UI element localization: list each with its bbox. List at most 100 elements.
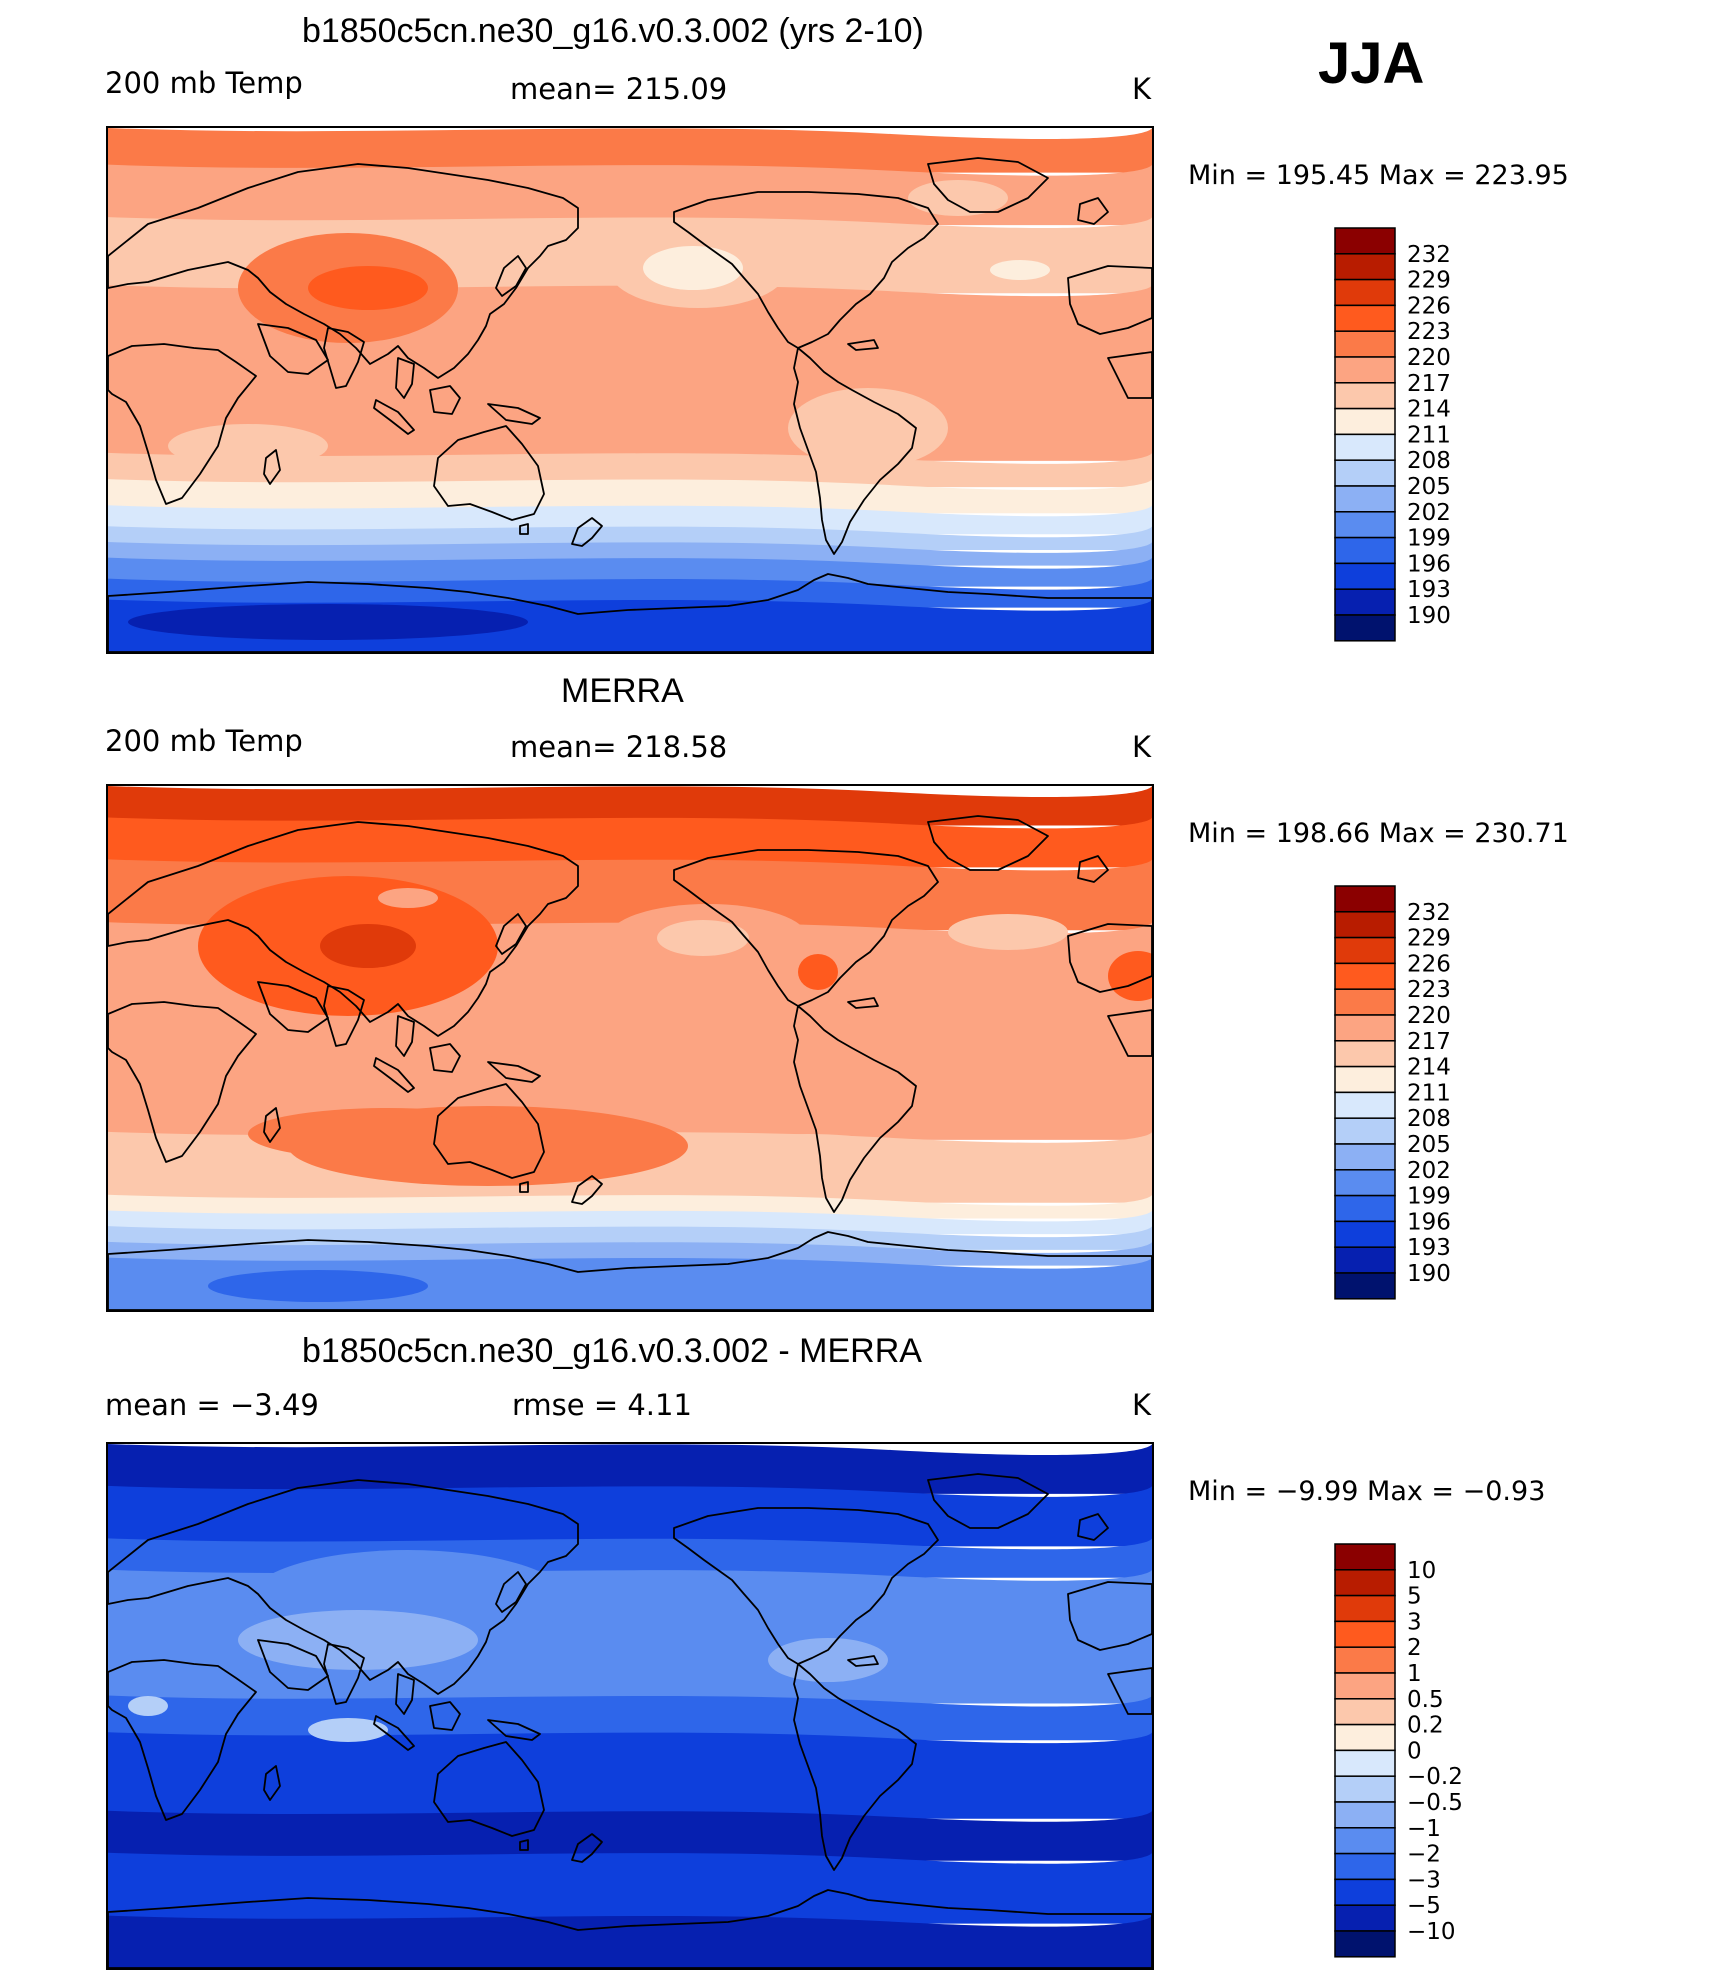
coastline [487,1061,541,1083]
colorbar-swatch [1334,1723,1396,1752]
colorbar-swatch [1334,1672,1396,1700]
colorbar-label: −10 [1407,1919,1456,1945]
colorbar-label: 226 [1407,293,1451,319]
coastline [793,347,917,555]
panel2-variable-label: 200 mb Temp [105,724,303,758]
colorbar-swatch [1334,1246,1396,1274]
panel2-map [106,784,1154,1312]
colorbar-swatch [1334,536,1396,565]
coastline [519,1839,529,1851]
contour-band [108,1485,1152,1547]
colorbar-swatch [1334,1904,1396,1932]
colorbar-swatch [1334,227,1396,255]
contour-region [948,914,1068,950]
coastline [429,1043,461,1073]
coastline [108,1889,1152,1968]
contour-region [708,1134,908,1174]
contour-region [908,180,1008,216]
coastline [1067,1581,1152,1651]
colorbar-swatch [1334,1014,1396,1042]
colorbar-label: 223 [1407,977,1451,1003]
colorbar-swatch [1334,962,1396,990]
colorbar-label: −5 [1407,1893,1441,1919]
panel3-title: b1850c5cn.ne30_g16.v0.3.002 - MERRA [302,1332,922,1370]
contour-band [108,1210,1152,1235]
colorbar-swatch [1334,1930,1396,1958]
contour-region [238,1610,478,1670]
contour-band [108,1915,1152,1968]
colorbar-swatch [1334,1852,1396,1881]
coastline [571,517,603,547]
coastline [495,913,527,955]
colorbar-swatch [1334,1117,1396,1145]
coastline [257,323,329,375]
colorbar-label: 223 [1407,319,1451,345]
colorbar-label: 193 [1407,577,1451,603]
contour-region [208,1270,428,1302]
colorbar-label: 1 [1407,1661,1422,1687]
contour-band [108,164,1152,226]
colorbar-label: 232 [1407,242,1451,268]
panel3-unit: K [1132,1388,1152,1422]
coastline [323,985,365,1047]
coastline [847,339,879,351]
colorbar-swatch [1334,936,1396,965]
colorbar-label: 217 [1407,371,1451,397]
colorbar-swatch [1334,1543,1396,1571]
contour-band [108,557,1152,587]
colorbar-swatch [1334,330,1396,358]
coastline [1067,265,1152,335]
contour-region [788,388,948,468]
coastline [673,1507,939,1665]
coastline [1077,197,1109,225]
panel2-minmax: Min = 198.66 Max = 230.71 [1188,818,1569,849]
panel1-map [106,126,1154,654]
coastline [1077,855,1109,883]
colorbar-swatch [1334,511,1396,539]
colorbar-label: 214 [1407,1055,1451,1081]
coastline [257,981,329,1033]
colorbar-swatch [1334,1272,1396,1300]
colorbar-label: 205 [1407,1132,1451,1158]
coastline [495,255,527,297]
coastline [108,1479,579,1695]
coastline [487,1719,541,1741]
colorbar-swatch [1334,253,1396,281]
panel3-minmax: Min = −9.99 Max = −0.93 [1188,1476,1546,1507]
contour-region [308,266,428,310]
colorbar-swatch [1334,304,1396,332]
colorbar-label: 229 [1407,268,1451,294]
coastline [263,1107,281,1143]
coastline [395,1673,415,1715]
coastline [571,1175,603,1205]
coastline [927,1473,1049,1529]
colorbar-swatch [1334,356,1396,384]
contour-band [108,1852,1152,1924]
panel1-unit: K [1132,72,1152,106]
coastline [395,1015,415,1057]
colorbar-swatch [1334,885,1396,913]
coastline [108,821,579,1037]
colorbar-label: 190 [1407,603,1451,629]
colorbar-label: 0.2 [1407,1713,1444,1739]
colorbar-swatch [1334,1169,1396,1197]
colorbar-label: 199 [1407,526,1451,552]
colorbar-label: 199 [1407,1184,1451,1210]
panel3-mean: mean = −3.49 [105,1388,319,1422]
coastline [1077,1513,1109,1541]
colorbar-swatch [1334,1065,1396,1094]
panel1-variable-label: 200 mb Temp [105,66,303,100]
contour-region [643,246,743,290]
colorbar-label: 217 [1407,1029,1451,1055]
colorbar-swatch [1334,1594,1396,1623]
colorbar-label: 214 [1407,397,1451,423]
colorbar-swatch [1334,1569,1396,1597]
colorbar-label: 190 [1407,1261,1451,1287]
colorbar-swatch [1334,562,1396,590]
panel2-unit: K [1132,730,1152,764]
colorbar-swatch [1334,1220,1396,1248]
colorbar-swatch [1334,459,1396,487]
contour-region [320,924,416,968]
colorbar-label: 3 [1407,1609,1422,1635]
